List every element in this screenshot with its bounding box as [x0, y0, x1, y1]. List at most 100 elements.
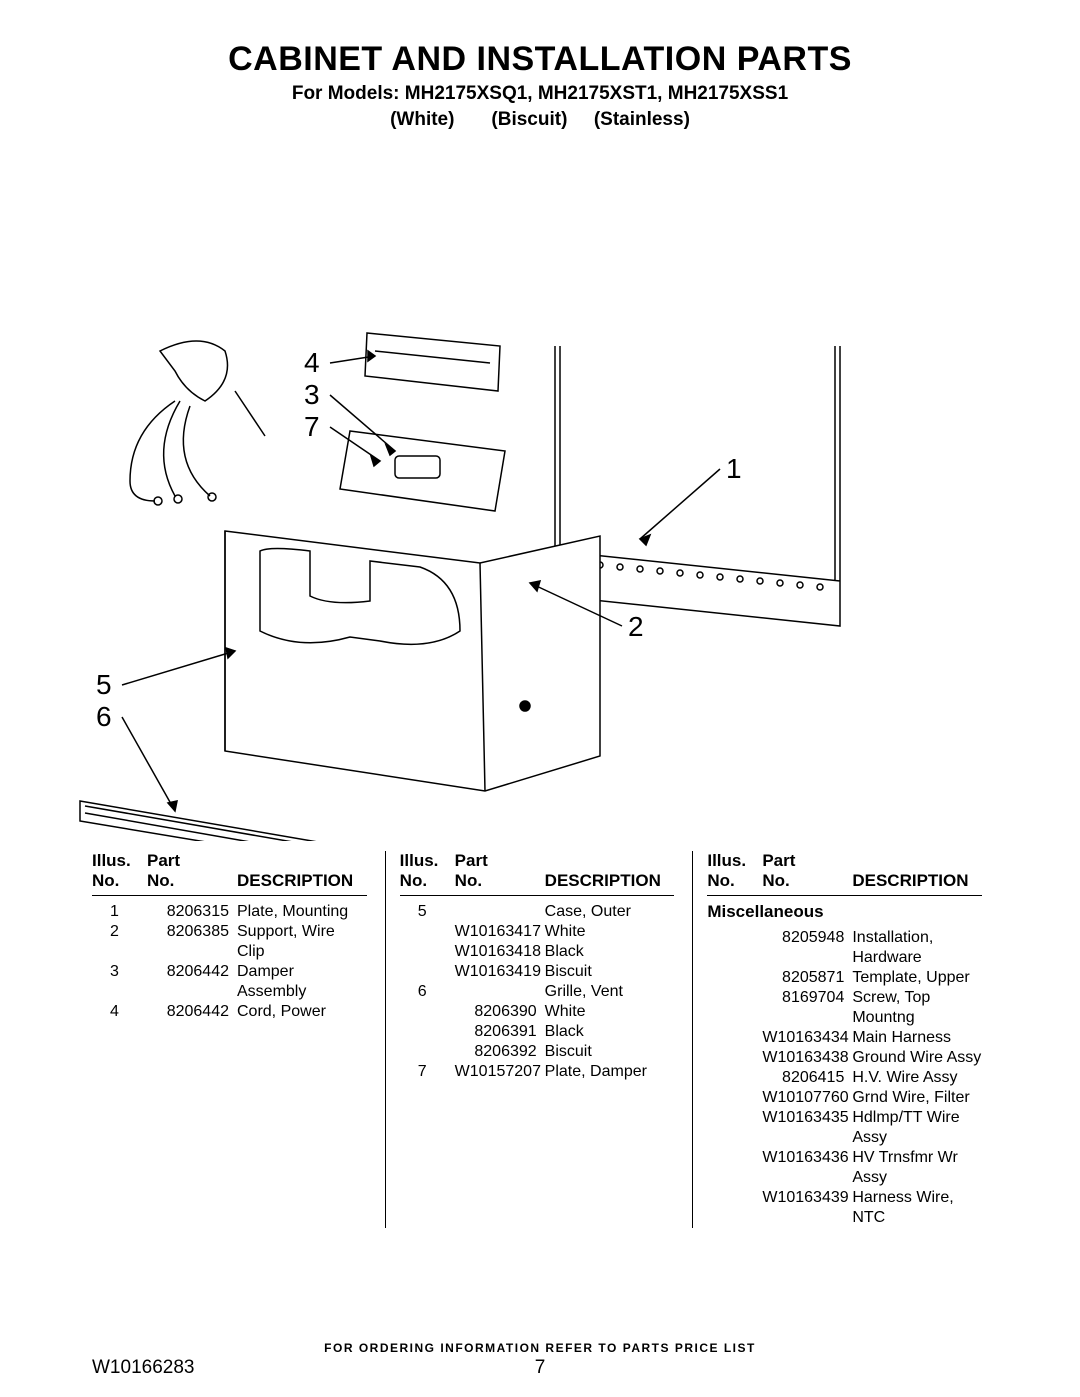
parts-col-3: Illus.No. PartNo. DESCRIPTION Miscellane…: [692, 851, 1000, 1228]
hdr-no2: No.: [147, 871, 174, 890]
table-row: 28206385Support, Wire Clip: [92, 922, 367, 962]
color-stainless: (Stainless): [594, 109, 690, 131]
table-row: W10107760Grnd Wire, Filter: [707, 1088, 982, 1108]
cell-illus: [707, 988, 762, 1028]
hdr-desc: DESCRIPTION: [545, 871, 661, 890]
cell-part: W10157207: [455, 1062, 545, 1082]
hdr-desc: DESCRIPTION: [237, 871, 353, 890]
cell-desc: Biscuit: [545, 962, 675, 982]
hdr-no2: No.: [762, 871, 789, 890]
cell-part: 8169704: [762, 988, 852, 1028]
cell-illus: [707, 1068, 762, 1088]
table-row: 5Case, Outer: [400, 902, 675, 922]
page-number: 7: [0, 1357, 1080, 1379]
table-row: W10163434Main Harness: [707, 1028, 982, 1048]
hdr-part: Part: [147, 851, 180, 870]
parts-body-2: 5Case, OuterW10163417WhiteW10163418Black…: [400, 902, 675, 1082]
table-row: 7W10157207Plate, Damper: [400, 1062, 675, 1082]
cell-part: 8206315: [147, 902, 237, 922]
cell-part: 8205871: [762, 968, 852, 988]
cell-illus: 6: [400, 982, 455, 1002]
page-header: CABINET AND INSTALLATION PARTS For Model…: [0, 0, 1080, 131]
cell-desc: H.V. Wire Assy: [852, 1068, 982, 1088]
cell-illus: [400, 962, 455, 982]
table-row: 8205871Template, Upper: [707, 968, 982, 988]
cell-part: W10163436: [762, 1148, 852, 1188]
table-row: W10163438Ground Wire Assy: [707, 1048, 982, 1068]
cell-desc: Case, Outer: [545, 902, 675, 922]
cell-desc: Black: [545, 1022, 675, 1042]
cell-illus: [707, 968, 762, 988]
cell-illus: [400, 1022, 455, 1042]
hdr-desc: DESCRIPTION: [852, 871, 968, 890]
table-row: W10163436HV Trnsfmr Wr Assy: [707, 1148, 982, 1188]
cell-desc: Black: [545, 942, 675, 962]
table-row: W10163439Harness Wire, NTC: [707, 1188, 982, 1228]
table-row: 8206390White: [400, 1002, 675, 1022]
cell-part: 8206415: [762, 1068, 852, 1088]
diagram-svg: [0, 151, 1080, 841]
cell-part: 8206385: [147, 922, 237, 962]
table-row: 8205948Installation,: [707, 928, 982, 948]
cell-part: 8206392: [455, 1042, 545, 1062]
callout-7: 7: [304, 411, 320, 443]
callout-2: 2: [628, 611, 644, 643]
callout-3: 3: [304, 379, 320, 411]
table-header: Illus.No. PartNo. DESCRIPTION: [400, 851, 675, 896]
hdr-illus: Illus.: [400, 851, 439, 870]
table-row: Hardware: [707, 948, 982, 968]
cell-illus: [707, 948, 762, 968]
cell-illus: [707, 928, 762, 948]
parts-body-1: 18206315Plate, Mounting28206385Support, …: [92, 902, 367, 1022]
cell-illus: [707, 1048, 762, 1068]
cell-illus: [400, 942, 455, 962]
cell-illus: [707, 1108, 762, 1148]
cell-part: 8205948: [762, 928, 852, 948]
cell-desc: Main Harness: [852, 1028, 982, 1048]
cell-part: 8206390: [455, 1002, 545, 1022]
cell-illus: [707, 1028, 762, 1048]
cell-illus: 3: [92, 962, 147, 1002]
cell-illus: [400, 922, 455, 942]
cell-illus: 4: [92, 1002, 147, 1022]
parts-col-1: Illus.No. PartNo. DESCRIPTION 18206315Pl…: [92, 851, 385, 1228]
cell-part: W10163438: [762, 1048, 852, 1068]
callout-5: 5: [96, 669, 112, 701]
cell-desc: Plate, Mounting: [237, 902, 367, 922]
cell-desc: White: [545, 1002, 675, 1022]
hdr-no: No.: [400, 871, 427, 890]
parts-col-2: Illus.No. PartNo. DESCRIPTION 5Case, Out…: [385, 851, 693, 1228]
cell-illus: [707, 1148, 762, 1188]
callout-4: 4: [304, 347, 320, 379]
cell-part: W10107760: [762, 1088, 852, 1108]
cell-part: 8206391: [455, 1022, 545, 1042]
table-header: Illus.No. PartNo. DESCRIPTION: [92, 851, 367, 896]
table-row: W10163419Biscuit: [400, 962, 675, 982]
cell-desc: Biscuit: [545, 1042, 675, 1062]
table-row: W10163418Black: [400, 942, 675, 962]
table-row: 48206442Cord, Power: [92, 1002, 367, 1022]
cell-desc: Harness Wire, NTC: [852, 1188, 982, 1228]
parts-tables: Illus.No. PartNo. DESCRIPTION 18206315Pl…: [0, 851, 1080, 1228]
cell-desc: Hdlmp/TT Wire Assy: [852, 1108, 982, 1148]
color-biscuit: (Biscuit): [491, 109, 567, 131]
callout-1: 1: [726, 453, 742, 485]
table-row: 8206392Biscuit: [400, 1042, 675, 1062]
exploded-diagram: 4 3 7 1 2 5 6: [0, 151, 1080, 841]
cell-part: W10163435: [762, 1108, 852, 1148]
cell-illus: [400, 1002, 455, 1022]
cell-desc: Grille, Vent: [545, 982, 675, 1002]
footer-note: FOR ORDERING INFORMATION REFER TO PARTS …: [0, 1341, 1080, 1355]
table-row: W10163435Hdlmp/TT Wire Assy: [707, 1108, 982, 1148]
hdr-no: No.: [707, 871, 734, 890]
color-variants: (White) (Biscuit) (Stainless): [0, 109, 1080, 131]
page-title: CABINET AND INSTALLATION PARTS: [0, 40, 1080, 79]
table-row: 6 Grille, Vent: [400, 982, 675, 1002]
cell-desc: Installation,: [852, 928, 982, 948]
table-row: 8206391Black: [400, 1022, 675, 1042]
table-header: Illus.No. PartNo. DESCRIPTION: [707, 851, 982, 896]
table-row: 38206442Damper Assembly: [92, 962, 367, 1002]
cell-desc: Template, Upper: [852, 968, 982, 988]
cell-illus: 2: [92, 922, 147, 962]
cell-desc: Hardware: [852, 948, 982, 968]
